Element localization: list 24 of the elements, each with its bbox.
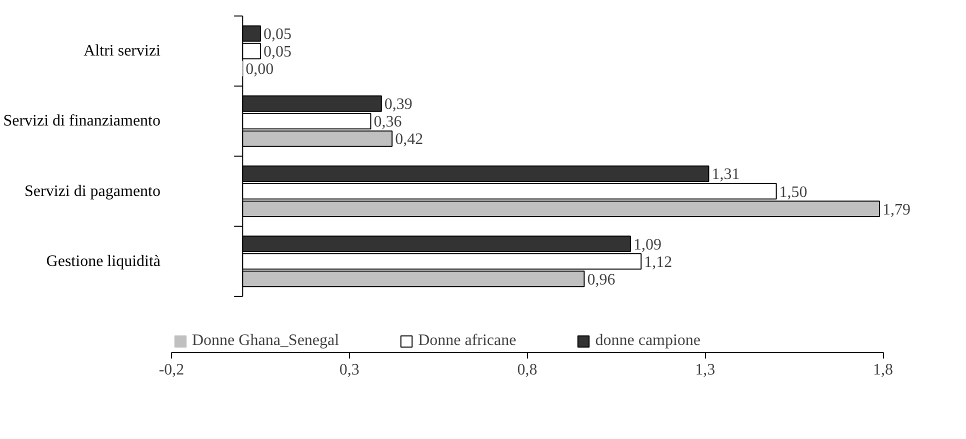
- y-tick-label: Servizi di finanziamento: [3, 112, 160, 130]
- data-label: 0,36: [374, 114, 402, 131]
- data-label: 1,79: [882, 201, 910, 218]
- x-tick-label: -0,2: [158, 362, 184, 378]
- y-tick-label: Servizi di pagamento: [24, 182, 161, 200]
- data-label: 0,42: [395, 131, 424, 148]
- data-label: 0,05: [263, 26, 292, 44]
- data-label: 1,31: [712, 166, 740, 184]
- y-tick-label: Gestione liquidità: [46, 252, 160, 270]
- legend-label: donne campione: [595, 332, 701, 350]
- data-label: 1,50: [779, 184, 808, 201]
- legend-label: Donne africane: [418, 332, 516, 350]
- x-tick-label: 1,8: [873, 362, 894, 378]
- x-tick-label: 0,3: [339, 362, 360, 378]
- legend-label: Donne Ghana_Senegal: [192, 332, 340, 350]
- y-tick-label: Altri servizi: [84, 42, 162, 60]
- data-label: 0,39: [384, 96, 412, 114]
- data-label: 0,05: [263, 44, 292, 61]
- data-label: 1,12: [644, 254, 672, 271]
- data-label: 1,09: [633, 236, 662, 254]
- data-label: 0,00: [246, 61, 274, 78]
- data-label: 0,96: [587, 271, 616, 288]
- x-tick-label: 0,8: [517, 362, 538, 378]
- x-tick-label: 1,3: [695, 362, 716, 378]
